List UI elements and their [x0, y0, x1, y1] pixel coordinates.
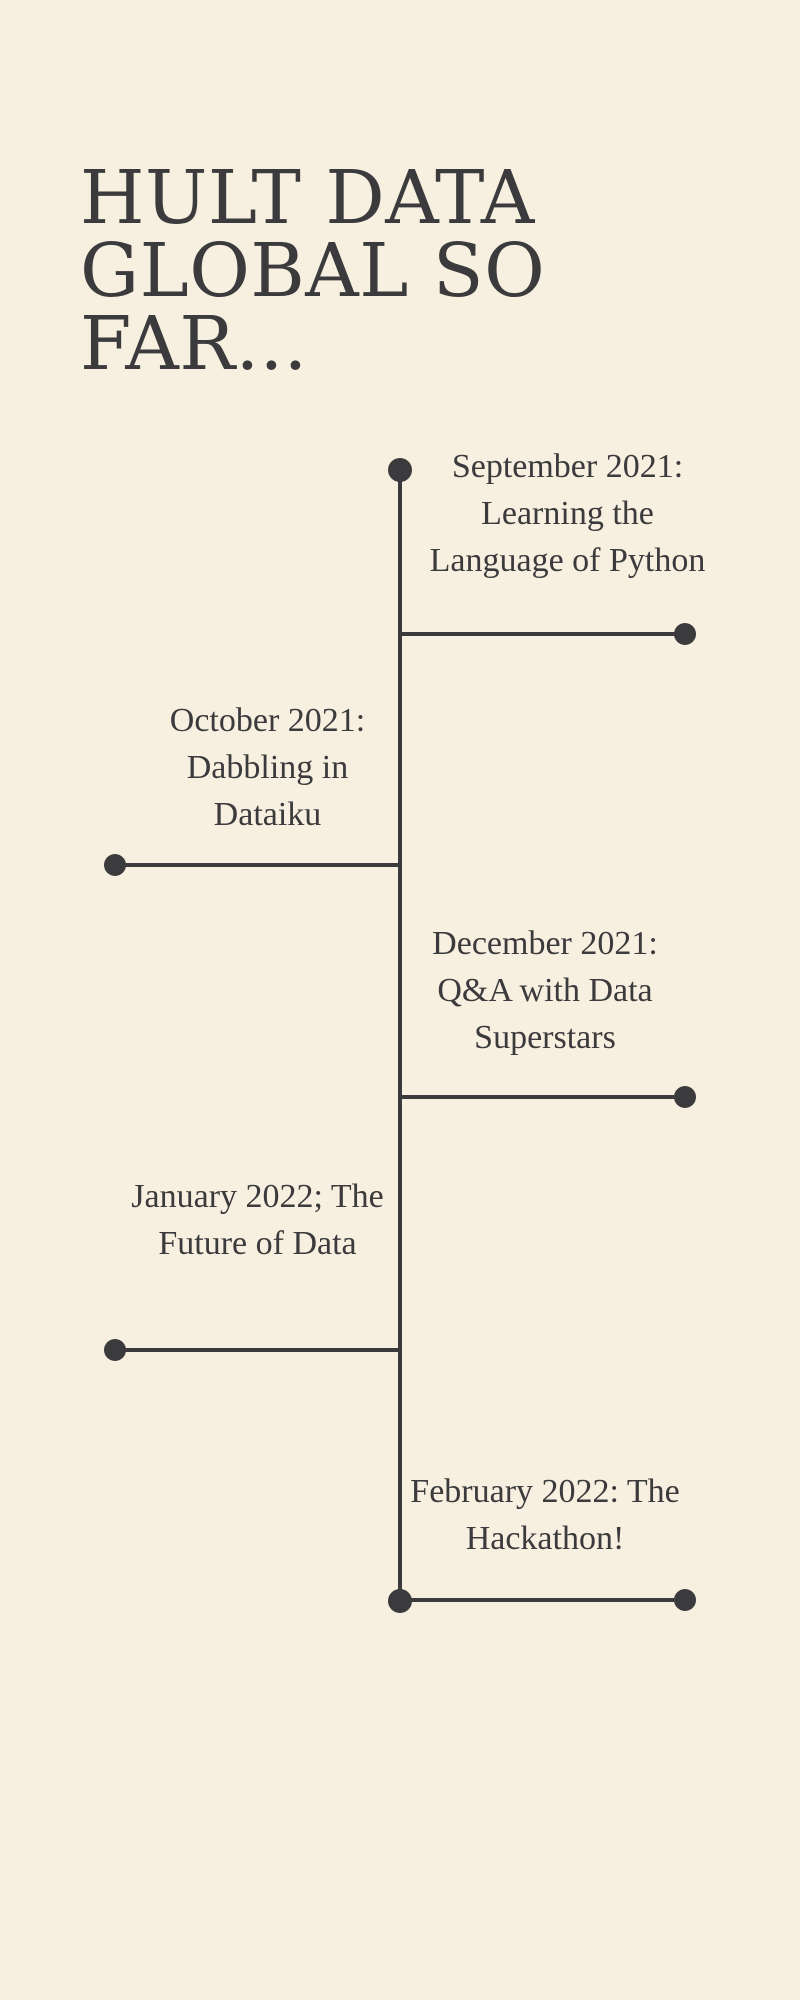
timeline-event-february-2022: February 2022: The Hackathon!	[410, 1473, 680, 1557]
event-dot-4	[104, 1339, 126, 1361]
page-title: HULT DATA GLOBAL SO FAR...	[80, 155, 546, 387]
timeline-event-september-2021: September 2021: Learning the Language of…	[429, 448, 706, 579]
event-dot-1	[674, 623, 696, 645]
timeline-start-dot	[388, 458, 412, 482]
event-dot-3	[674, 1086, 696, 1108]
event-dot-2	[104, 854, 126, 876]
event-dot-5	[674, 1589, 696, 1611]
timeline-event-october-2021: October 2021: Dabbling in Dataiku	[169, 702, 366, 833]
timeline-event-january-2022: January 2022; The Future of Data	[131, 1178, 384, 1262]
timeline-event-december-2021: December 2021: Q&A with Data Superstars	[432, 925, 658, 1056]
